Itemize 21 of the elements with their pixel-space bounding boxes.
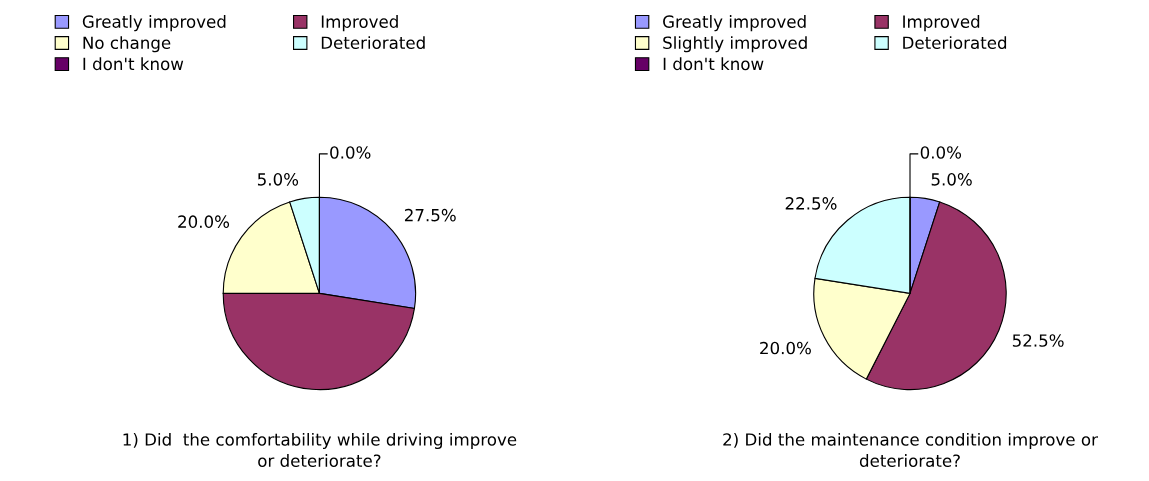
legend-label: I don't know [663, 57, 764, 71]
legend-label: Greatly improved [663, 15, 806, 32]
legend-label: Slightly improved [663, 36, 807, 53]
text: 0.0% [920, 146, 962, 159]
legend-label: Improved [321, 15, 398, 32]
text: 2) Did the maintenance condition improve or deteriorate? [723, 432, 1098, 467]
data-label: 27.5% [404, 208, 456, 222]
text: 0.0% [330, 146, 371, 159]
legend-label: Improved [903, 15, 980, 32]
legend-label: I don't know [83, 57, 184, 71]
text: 1) Did the comfortability while driving improve or deteriorate? [123, 432, 517, 467]
data-label: 20.0% [178, 215, 230, 228]
data-label: 52.5% [1012, 334, 1064, 347]
legend-label: No change [83, 36, 171, 53]
data-label: 22.5% [785, 197, 837, 210]
data-label: 5.0% [257, 173, 299, 186]
data-label: 5.0% [931, 173, 972, 186]
legend-label: Greatly improved [82, 15, 226, 32]
legend-label: Deteriorated [903, 36, 1007, 50]
data-label: 20.0% [760, 341, 811, 355]
legend-label: Deteriorated [321, 36, 425, 50]
